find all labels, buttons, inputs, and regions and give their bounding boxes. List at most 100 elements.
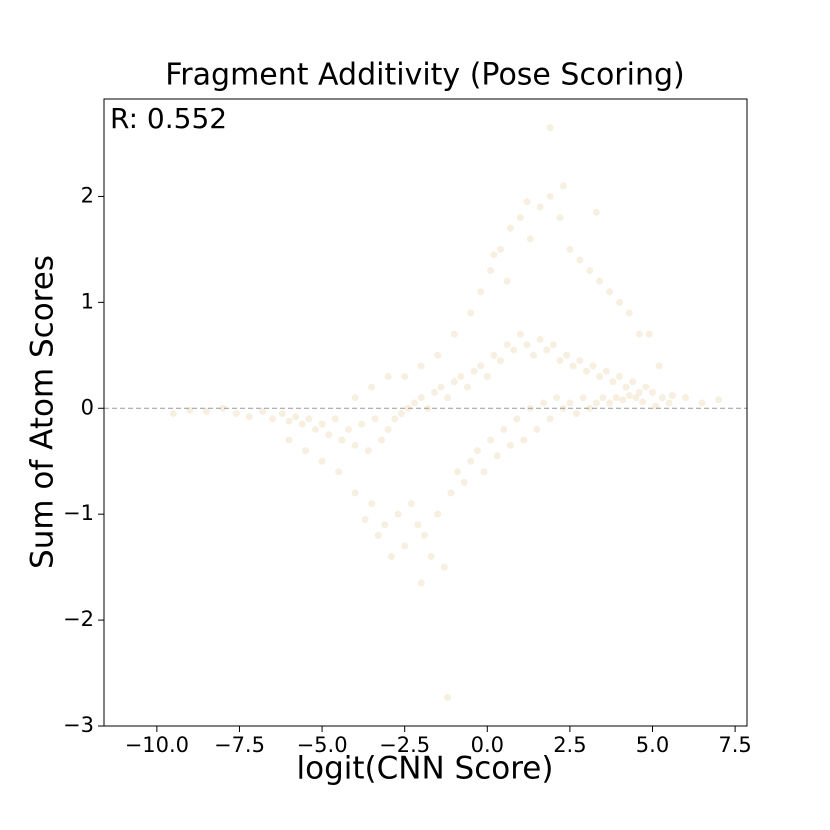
scatter-point [387, 553, 395, 561]
scatter-point [483, 372, 491, 380]
scatter-point [414, 521, 422, 529]
scatter-point [384, 425, 392, 433]
scatter-point [318, 457, 326, 465]
scatter-point [715, 396, 723, 404]
scatter-point [619, 396, 627, 404]
scatter-point [374, 531, 382, 539]
scatter-point [569, 362, 577, 370]
scatter-point [592, 208, 600, 216]
scatter-point [378, 436, 386, 444]
x-tick-label: −10.0 [125, 733, 189, 757]
scatter-point [487, 436, 495, 444]
scatter-point [364, 447, 372, 455]
scatter-point [417, 362, 425, 370]
scatter-point [397, 410, 405, 418]
scatter-point [573, 410, 581, 418]
scatter-point [606, 399, 614, 407]
x-tick-label: 7.5 [718, 733, 751, 757]
scatter-point [536, 203, 544, 211]
x-tick-label: −2.5 [379, 733, 430, 757]
scatter-point [543, 346, 551, 354]
scatter-point [536, 335, 544, 343]
scatter-point [434, 510, 442, 518]
y-tick-label: 1 [81, 289, 94, 313]
scatter-point [407, 500, 415, 508]
scatter-point [665, 399, 673, 407]
scatter-point [645, 330, 653, 338]
scatter-point [444, 693, 452, 701]
y-axis-label: Sum of Atom Scores [25, 255, 61, 569]
scatter-point [596, 277, 604, 285]
scatter-point [625, 392, 633, 400]
scatter-point [298, 420, 306, 428]
scatter-point [368, 383, 376, 391]
scatter-point [202, 407, 210, 415]
scatter-point [497, 245, 505, 253]
chart-title: Fragment Additivity (Pose Scoring) [165, 58, 685, 93]
scatter-point [658, 394, 666, 402]
scatter-point [556, 214, 564, 222]
scatter-point [285, 436, 293, 444]
scatter-point [325, 431, 333, 439]
x-tick-label: 0.0 [471, 733, 504, 757]
scatter-point [655, 362, 663, 370]
scatter-point [457, 372, 465, 380]
scatter-point [516, 214, 524, 222]
scatter-point [487, 267, 495, 275]
scatter-point [358, 420, 366, 428]
scatter-point [477, 362, 485, 370]
scatter-point [421, 531, 429, 539]
scatter-point [450, 378, 458, 386]
scatter-point [559, 182, 567, 190]
scatter-point [440, 563, 448, 571]
scatter-point [635, 330, 643, 338]
x-tick-label: −7.5 [214, 733, 265, 757]
scatter-point [632, 394, 640, 402]
scatter-point [417, 394, 425, 402]
scatter-point [549, 341, 557, 349]
scatter-point [582, 367, 590, 375]
scatter-point [467, 457, 475, 465]
scatter-point [523, 198, 531, 206]
scatter-point [682, 394, 690, 402]
scatter-point [506, 441, 514, 449]
scatter-point [526, 235, 534, 243]
scatter-point [589, 362, 597, 370]
scatter-point [371, 415, 379, 423]
scatter-point [576, 256, 584, 264]
y-tick-label: −3 [63, 713, 94, 737]
scatter-point [394, 510, 402, 518]
scatter-point [622, 383, 630, 391]
scatter-point [586, 267, 594, 275]
scatter-point [454, 468, 462, 476]
scatter-point [493, 452, 501, 460]
scatter-point [516, 330, 524, 338]
scatter-point [232, 410, 240, 418]
scatter-point [490, 351, 498, 359]
scatter-point [460, 478, 468, 486]
scatter-point [503, 277, 511, 285]
scatter-point [404, 404, 412, 412]
scatter-point [566, 399, 574, 407]
scatter-point [490, 251, 498, 259]
x-tick-label: −5.0 [297, 733, 348, 757]
scatter-point [335, 468, 343, 476]
y-tick-label: −2 [63, 607, 94, 631]
x-tick-label: 2.5 [553, 733, 586, 757]
scatter-point [169, 410, 177, 418]
y-tick-label: −1 [63, 501, 94, 525]
scatter-point [345, 425, 353, 433]
scatter-point [450, 330, 458, 338]
scatter-point [615, 298, 623, 306]
scatter-point [427, 553, 435, 561]
scatter-point [629, 378, 637, 386]
scatter-point [648, 388, 656, 396]
scatter-point [473, 447, 481, 455]
scatter-point [642, 383, 650, 391]
scatter-point [500, 425, 508, 433]
x-tick-label: 5.0 [636, 733, 669, 757]
scatter-point [599, 394, 607, 402]
scatter-point [361, 515, 369, 523]
scatter-point [553, 394, 561, 402]
scatter-point [278, 410, 286, 418]
